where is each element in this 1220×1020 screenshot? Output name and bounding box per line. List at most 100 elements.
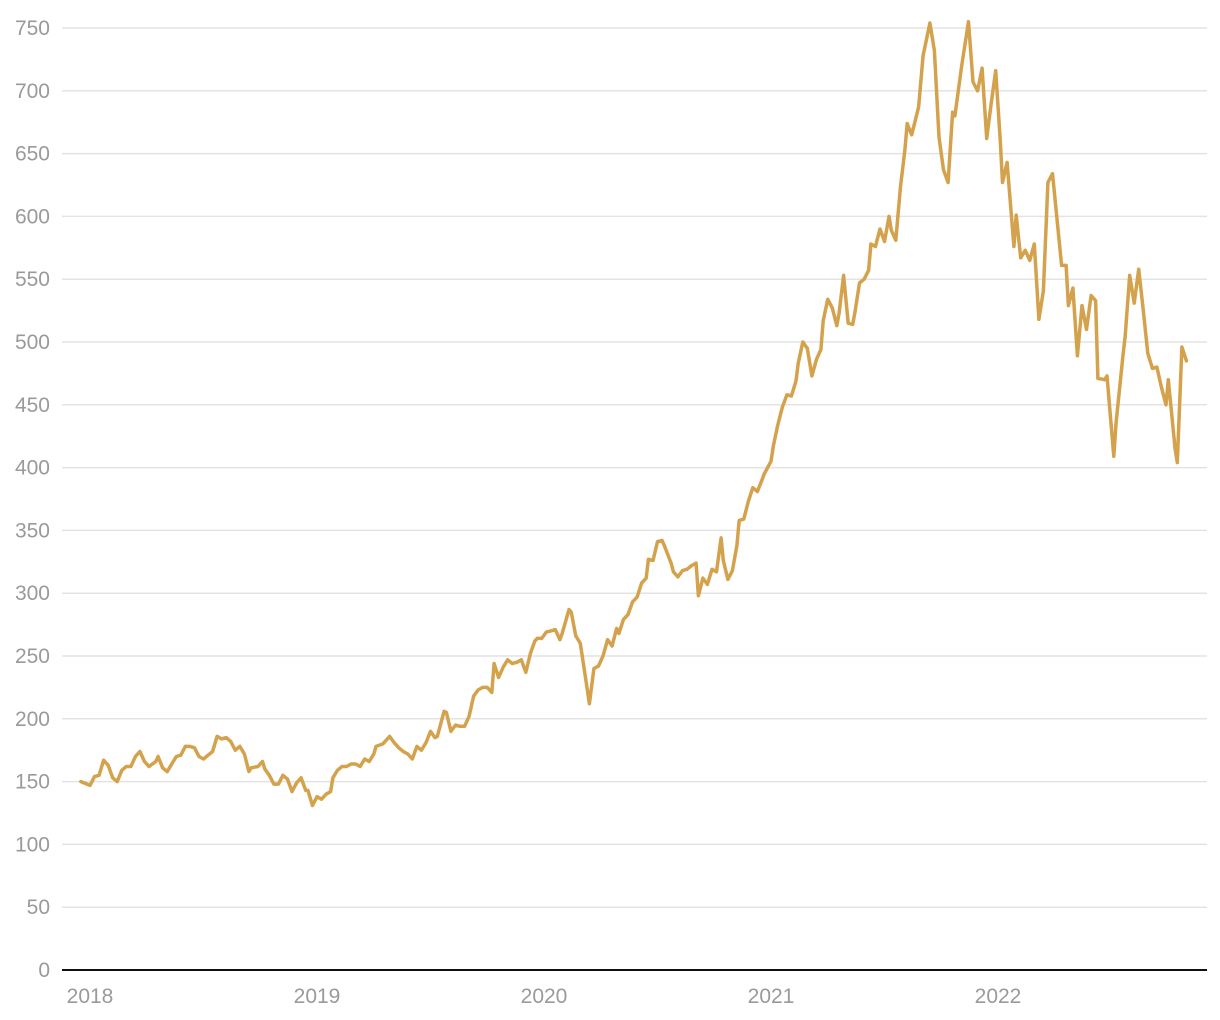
data-point — [102, 758, 106, 762]
data-point — [165, 770, 169, 774]
data-point — [1028, 258, 1032, 262]
data-point — [835, 324, 839, 328]
data-point — [138, 749, 142, 753]
data-point — [640, 581, 644, 585]
y-tick-label: 250 — [15, 645, 50, 668]
data-point — [592, 667, 596, 671]
data-point — [583, 672, 587, 676]
data-point — [1103, 378, 1107, 382]
data-point — [170, 762, 174, 766]
data-point — [197, 754, 201, 758]
data-point — [206, 753, 210, 757]
data-point — [998, 139, 1002, 143]
y-tick-label: 150 — [15, 771, 50, 794]
y-tick-label: 550 — [15, 268, 50, 291]
data-points — [79, 20, 1188, 807]
data-point — [1080, 304, 1084, 308]
data-point — [401, 749, 405, 753]
data-point — [735, 543, 739, 547]
data-point — [142, 760, 146, 764]
data-point — [903, 148, 907, 152]
data-point — [179, 753, 183, 757]
data-point — [883, 240, 886, 244]
data-point — [476, 688, 480, 692]
data-point — [1075, 354, 1079, 358]
data-point — [937, 135, 941, 139]
data-point — [220, 737, 224, 741]
data-point — [621, 618, 625, 622]
data-point — [780, 405, 784, 409]
data-point — [1046, 180, 1050, 184]
data-point — [256, 765, 260, 769]
data-point — [953, 114, 957, 118]
data-point — [535, 636, 539, 640]
data-point — [453, 723, 457, 727]
data-point — [424, 741, 428, 745]
data-point — [381, 742, 385, 746]
data-point — [1121, 355, 1125, 359]
data-point — [569, 610, 573, 614]
data-point — [946, 180, 950, 184]
data-point — [1089, 294, 1093, 298]
y-tick-label: 500 — [15, 331, 50, 354]
x-tick-label: 2020 — [521, 985, 568, 1008]
data-point — [1012, 245, 1016, 249]
y-tick-label: 50 — [27, 896, 50, 919]
data-point — [331, 776, 335, 780]
data-point — [574, 634, 578, 638]
data-point — [578, 641, 582, 645]
data-point — [760, 478, 764, 482]
data-point — [290, 790, 294, 794]
data-point — [858, 281, 862, 285]
data-point — [785, 393, 789, 397]
x-tick-label: 2018 — [67, 985, 114, 1008]
x-tick-label: 2021 — [748, 985, 795, 1008]
data-point — [656, 540, 659, 544]
data-point — [472, 694, 476, 698]
data-point — [615, 626, 619, 630]
data-point — [374, 744, 378, 748]
data-point — [1112, 454, 1116, 458]
data-point — [93, 775, 97, 779]
y-tick-label: 0 — [38, 959, 50, 982]
data-point — [985, 137, 989, 141]
data-point — [238, 744, 242, 748]
gridlines — [62, 27, 1207, 908]
data-point — [372, 752, 376, 756]
data-point — [821, 319, 825, 323]
data-point — [497, 675, 501, 679]
data-point — [320, 797, 324, 801]
data-point — [249, 766, 253, 770]
data-point — [819, 348, 823, 352]
data-point — [299, 776, 303, 780]
data-point — [644, 576, 648, 580]
data-point — [392, 741, 396, 745]
data-point — [1066, 304, 1070, 308]
data-point — [263, 767, 267, 771]
y-tick-label: 650 — [15, 143, 50, 166]
data-point — [510, 662, 514, 666]
series-line — [79, 19, 1189, 808]
data-point — [606, 638, 610, 642]
data-point — [694, 561, 698, 565]
data-point — [406, 752, 410, 756]
data-point — [671, 570, 675, 574]
data-point — [1164, 403, 1168, 407]
data-point — [837, 311, 841, 315]
data-point — [617, 631, 621, 635]
data-point — [635, 595, 639, 599]
data-point — [726, 577, 730, 581]
data-point — [490, 690, 494, 694]
data-point — [1071, 286, 1075, 290]
data-point — [115, 780, 119, 784]
data-point — [383, 739, 387, 743]
data-point — [388, 734, 392, 738]
data-point — [742, 517, 746, 521]
data-point — [354, 762, 358, 766]
data-point — [721, 559, 725, 563]
data-point — [610, 644, 614, 648]
data-point — [587, 702, 591, 706]
data-point — [887, 214, 891, 218]
data-point — [506, 658, 510, 662]
data-point — [994, 69, 998, 73]
